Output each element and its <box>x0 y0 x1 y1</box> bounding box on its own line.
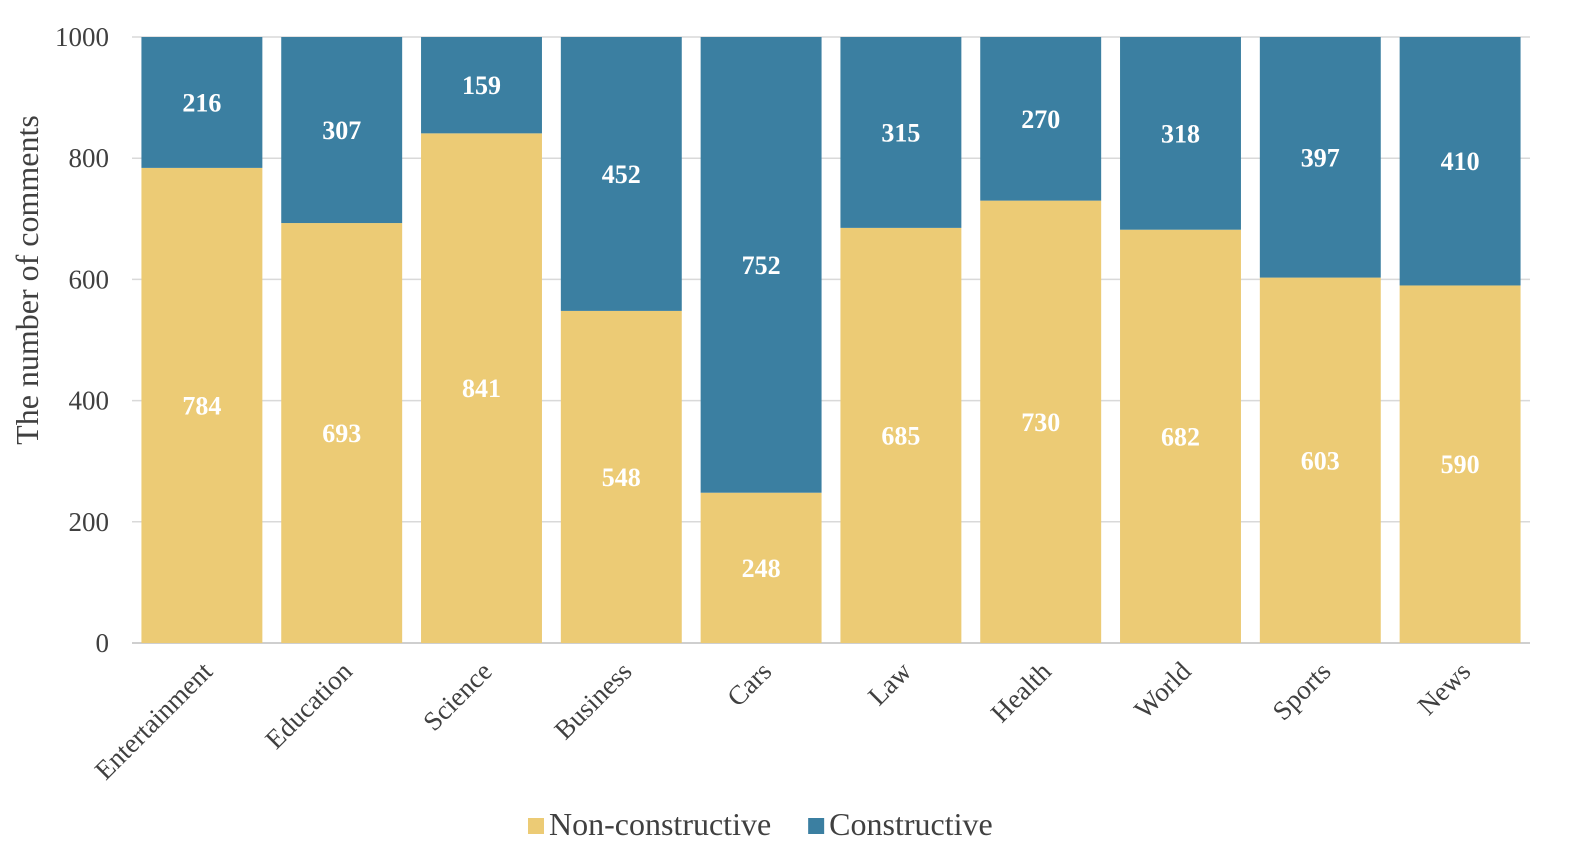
data-label-constructive-cars: 752 <box>742 251 781 280</box>
x-axis: Entertainment Education Science Business Car… <box>89 656 1477 786</box>
bar-constructive-law <box>840 37 962 228</box>
y-tick-label: 200 <box>69 507 110 537</box>
bar-constructive-science <box>421 37 542 134</box>
x-tick-label-education: Education <box>259 656 358 755</box>
bars: 784 216 693 307 841 159 548 452 248 752 685 315 730 2… <box>141 37 1521 644</box>
data-label-non-constructive-cars: 248 <box>742 554 781 583</box>
bar-non-constructive-science <box>421 133 542 643</box>
bar-non-constructive-sports <box>1259 277 1381 643</box>
bar-non-constructive-law <box>840 227 962 643</box>
y-tick-label: 0 <box>96 628 110 658</box>
legend: Non-constructive Constructive <box>528 806 993 842</box>
data-label-constructive-law: 315 <box>881 118 920 147</box>
data-label-constructive-health: 270 <box>1021 105 1060 134</box>
legend-swatch-constructive <box>808 818 825 834</box>
y-axis-title: The number of comments <box>9 115 45 445</box>
x-tick-label-world: World <box>1128 656 1197 725</box>
y-axis: 0 200 400 600 800 1000 <box>55 22 109 658</box>
bar-non-constructive-health <box>980 200 1102 643</box>
data-label-constructive-world: 318 <box>1161 119 1200 148</box>
bar-constructive-cars <box>700 37 822 493</box>
y-tick-label: 1000 <box>55 22 109 52</box>
bar-non-constructive-business <box>560 310 682 643</box>
data-label-non-constructive-health: 730 <box>1021 408 1060 437</box>
y-tick-label: 400 <box>69 386 110 416</box>
bar-non-constructive-education <box>281 223 403 644</box>
data-label-non-constructive-entertainment: 784 <box>182 391 221 420</box>
x-tick-label-sports: Sports <box>1267 656 1337 726</box>
data-label-non-constructive-law: 685 <box>881 421 920 450</box>
x-tick-label-health: Health <box>985 656 1057 728</box>
bar-non-constructive-world <box>1120 229 1241 643</box>
data-label-non-constructive-sports: 603 <box>1301 446 1340 475</box>
bar-constructive-education <box>281 37 403 224</box>
x-tick-label-science: Science <box>417 656 498 737</box>
bar-non-constructive-entertainment <box>141 167 263 643</box>
bar-constructive-world <box>1120 37 1241 230</box>
data-label-non-constructive-education: 693 <box>322 419 361 448</box>
data-label-non-constructive-business: 548 <box>602 463 641 492</box>
legend-label-constructive: Constructive <box>829 806 993 842</box>
bar-constructive-sports <box>1259 37 1381 278</box>
data-label-constructive-news: 410 <box>1441 147 1480 176</box>
data-label-constructive-entertainment: 216 <box>182 88 221 117</box>
bar-constructive-entertainment <box>141 37 263 168</box>
legend-swatch-non-constructive <box>528 818 544 834</box>
x-tick-label-business: Business <box>548 656 637 745</box>
bar-constructive-health <box>980 37 1102 201</box>
data-label-non-constructive-news: 590 <box>1441 450 1480 479</box>
bar-constructive-business <box>560 37 682 311</box>
data-label-constructive-education: 307 <box>322 116 361 145</box>
x-tick-label-law: Law <box>862 656 917 711</box>
bar-non-constructive-cars <box>700 492 822 643</box>
data-label-constructive-business: 452 <box>602 160 641 189</box>
data-label-non-constructive-world: 682 <box>1161 422 1200 451</box>
bar-non-constructive-news <box>1399 285 1521 643</box>
x-tick-label-cars: Cars <box>721 656 777 712</box>
data-label-constructive-sports: 397 <box>1301 143 1340 172</box>
y-tick-label: 600 <box>69 264 110 294</box>
data-label-constructive-science: 159 <box>462 71 501 100</box>
legend-label-non-constructive: Non-constructive <box>549 806 771 842</box>
x-tick-label-entertainment: Entertainment <box>89 656 219 786</box>
bar-constructive-news <box>1399 37 1521 286</box>
x-tick-label-news: News <box>1412 656 1477 721</box>
data-label-non-constructive-science: 841 <box>462 374 501 403</box>
y-tick-label: 800 <box>69 143 110 173</box>
